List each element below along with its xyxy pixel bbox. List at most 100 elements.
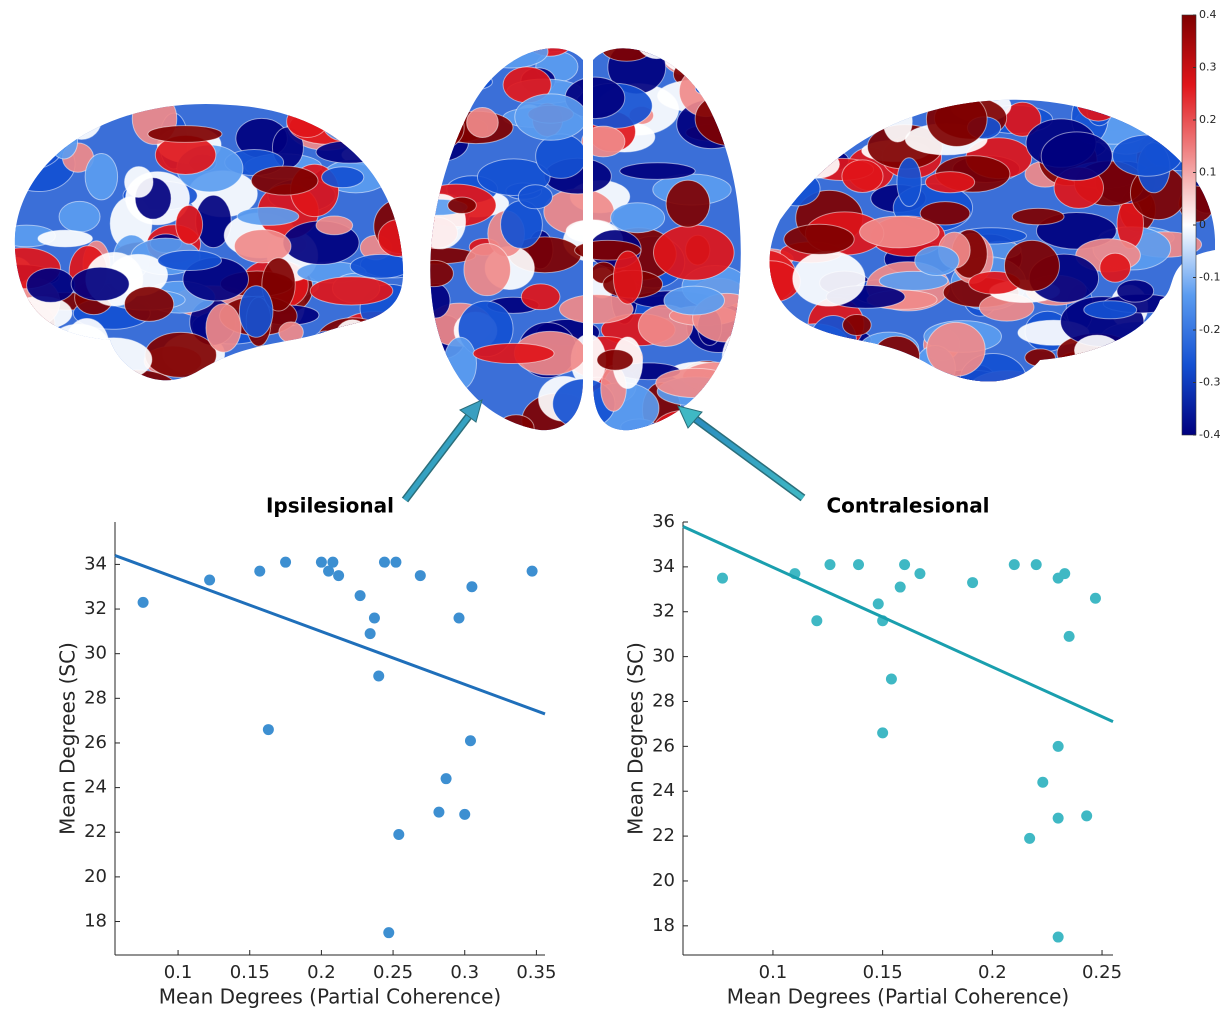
brain-region (322, 100, 364, 141)
data-point (379, 557, 390, 568)
data-point (853, 559, 864, 570)
brain-region (1076, 82, 1120, 122)
brain-region (786, 336, 826, 387)
brain-region (781, 96, 864, 140)
x-tick-label: 0.25 (373, 962, 413, 983)
brain-region (634, 13, 678, 59)
y-tick-label: 32 (84, 598, 107, 619)
brain-region (883, 100, 912, 142)
x-tick-label: 0.35 (516, 962, 556, 983)
brain-region (794, 85, 823, 128)
brain-region (834, 108, 887, 127)
brain-region (38, 230, 92, 247)
brain-region (1084, 301, 1137, 319)
colorbar-tick-label: -0.4 (1199, 428, 1220, 441)
brain-region (602, 37, 651, 61)
brain-region (286, 345, 314, 372)
data-point (895, 582, 906, 593)
brain-region (0, 70, 72, 121)
data-point (1081, 810, 1092, 821)
brain-region (915, 246, 959, 276)
data-point (369, 612, 380, 623)
brain-region (1096, 93, 1127, 116)
brain-region (337, 122, 390, 138)
brain-region (50, 124, 77, 159)
y-tick-label: 22 (84, 821, 107, 842)
data-point (454, 612, 465, 623)
y-tick-label: 24 (652, 780, 675, 801)
brain (734, 82, 1230, 413)
data-point (465, 735, 476, 746)
brain-region (124, 287, 173, 322)
brain-region (526, 24, 574, 57)
y-tick-label: 34 (652, 556, 675, 577)
data-point (1053, 741, 1064, 752)
data-point (393, 829, 404, 840)
data-point (263, 724, 274, 735)
brain-region (873, 336, 919, 375)
brain-region (206, 304, 241, 352)
brain-region (695, 92, 768, 146)
brain-region (251, 166, 318, 195)
data-point (1037, 777, 1048, 788)
brain-region (406, 98, 458, 153)
brain-region (15, 126, 44, 146)
brain-region (317, 318, 390, 364)
brain-region (860, 216, 940, 248)
brain-region (698, 60, 770, 91)
data-point (441, 773, 452, 784)
data-point (390, 557, 401, 568)
data-point (415, 570, 426, 581)
brain-region (336, 335, 413, 386)
brain-region (1100, 253, 1131, 282)
colorbar-tick-label: 0.3 (1199, 61, 1217, 74)
brain-region (65, 318, 109, 374)
brain-region (85, 153, 117, 199)
brain-region (464, 243, 511, 295)
y-tick-label: 36 (652, 511, 675, 532)
data-point (365, 628, 376, 639)
colorbar-tick-label: 0 (1199, 218, 1206, 231)
data-point (877, 727, 888, 738)
brain-region (794, 150, 840, 178)
x-tick-label: 0.2 (978, 962, 1007, 983)
data-point (527, 566, 538, 577)
brain-region (722, 332, 757, 387)
brain-region (793, 251, 865, 306)
brain-region (800, 381, 867, 407)
brain-region (359, 319, 390, 356)
brain-region (358, 79, 390, 111)
brain-region (334, 320, 370, 358)
brain-region (76, 338, 152, 381)
data-point (459, 809, 470, 820)
data-point (1024, 833, 1035, 844)
brain-region (838, 374, 917, 409)
brain-region (253, 368, 328, 411)
brain-region (341, 342, 422, 369)
brain-region (350, 254, 411, 278)
brain-region (188, 377, 217, 410)
brain-region (279, 322, 304, 343)
chart-title: Ipsilesional (266, 494, 394, 518)
y-tick-label: 18 (84, 911, 107, 932)
data-point (1031, 559, 1042, 570)
data-point (373, 671, 384, 682)
data-point (873, 598, 884, 609)
brain-region (784, 224, 854, 254)
y-tick-label: 26 (84, 732, 107, 753)
brain-region (1041, 132, 1112, 180)
brain-region (536, 134, 587, 178)
brain-region (422, 284, 450, 318)
data-point (254, 566, 265, 577)
brain-region (234, 230, 291, 263)
brain-region (312, 331, 339, 356)
brain-region (582, 126, 625, 157)
brain-region (774, 171, 820, 205)
brain (391, 13, 771, 451)
brain-region (804, 84, 863, 119)
y-tick-label: 20 (84, 866, 107, 887)
brain-region (297, 348, 376, 391)
brain-region (148, 126, 222, 143)
brain-region (708, 76, 763, 117)
brain-region (800, 351, 873, 379)
